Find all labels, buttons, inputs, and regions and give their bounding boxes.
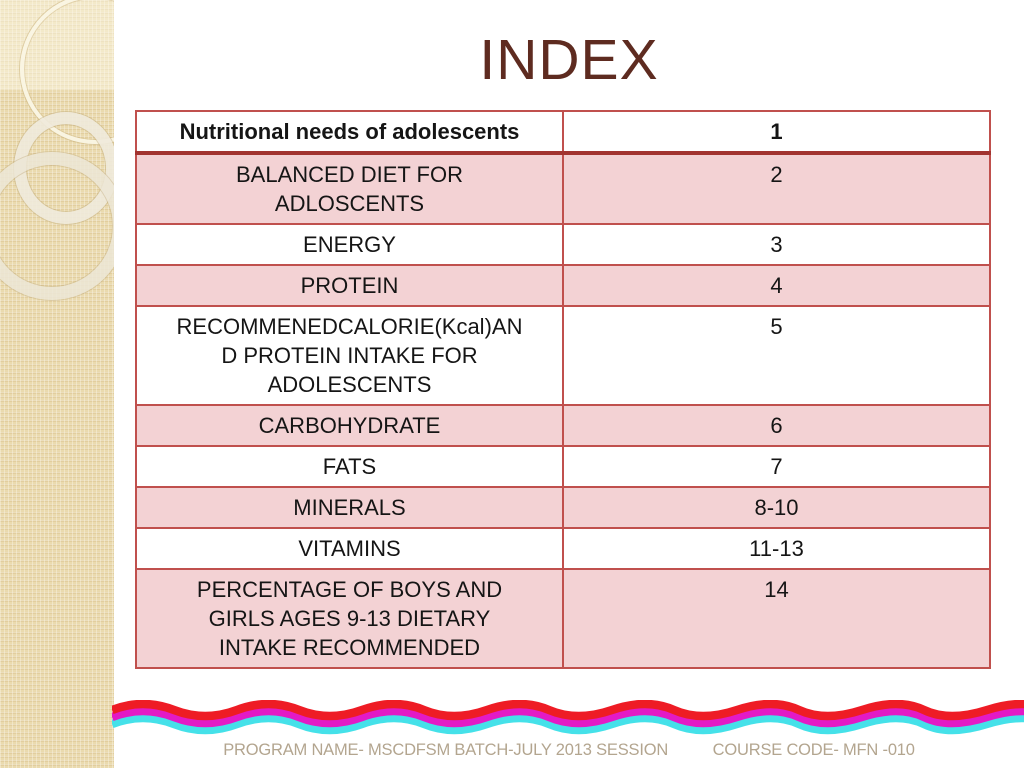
index-table-body: Nutritional needs of adolescents 1 BALANCE… xyxy=(135,110,991,669)
page-cell: 4 xyxy=(562,264,991,307)
topic-cell: ENERGY xyxy=(135,223,564,266)
circle-decoration xyxy=(0,152,114,300)
topic-cell: VITAMINS xyxy=(135,527,564,570)
topic-text: VITAMINS xyxy=(298,536,401,561)
page-cell: 6 xyxy=(562,404,991,447)
table-row: VITAMINS 11-13 xyxy=(135,527,991,570)
page-cell: 5 xyxy=(562,305,991,406)
page-cell: 3 xyxy=(562,223,991,266)
table-row: MINERALS 8-10 xyxy=(135,486,991,529)
decorative-sidebar xyxy=(0,0,114,768)
page-cell: 11-13 xyxy=(562,527,991,570)
index-table: Nutritional needs of adolescents 1 BALANCE… xyxy=(135,110,991,669)
topic-cell: CARBOHYDRATE xyxy=(135,404,564,447)
page-cell: 1 xyxy=(562,110,991,155)
topic-cell: RECOMMENEDCALORIE(Kcal)AND PROTEIN INTAK… xyxy=(135,305,564,406)
topic-cell: MINERALS xyxy=(135,486,564,529)
topic-text: PROTEIN xyxy=(300,273,399,298)
table-row: CARBOHYDRATE 6 xyxy=(135,404,991,447)
topic-text: BALANCED DIET FOR ADLOSCENTS xyxy=(236,162,463,216)
topic-text: RECOMMENEDCALORIE(Kcal)AND PROTEIN INTAK… xyxy=(176,314,523,397)
slide-footer: PROGRAM NAME- MSCDFSM BATCH-JULY 2013 SE… xyxy=(128,740,1011,760)
topic-cell: PROTEIN xyxy=(135,264,564,307)
page-cell: 2 xyxy=(562,152,991,225)
table-row: PROTEIN 4 xyxy=(135,264,991,307)
footer-course-text: COURSE CODE- MFN -010 xyxy=(712,740,915,759)
table-row: Nutritional needs of adolescents 1 xyxy=(135,110,991,155)
topic-text: ENERGY xyxy=(303,232,396,257)
topic-cell: BALANCED DIET FOR ADLOSCENTS xyxy=(135,152,564,225)
wave-divider xyxy=(112,700,1024,740)
topic-text: MINERALS xyxy=(293,495,406,520)
page-cell: 8-10 xyxy=(562,486,991,529)
page-cell: 14 xyxy=(562,568,991,669)
table-row: BALANCED DIET FOR ADLOSCENTS 2 xyxy=(135,152,991,225)
slide-title: INDEX xyxy=(479,28,659,92)
topic-text: PERCENTAGE OF BOYS AND GIRLS AGES 9-13 D… xyxy=(196,577,503,660)
footer-program-text: PROGRAM NAME- MSCDFSM BATCH-JULY 2013 SE… xyxy=(223,740,669,759)
topic-text: FATS xyxy=(322,454,377,479)
topic-cell: FATS xyxy=(135,445,564,488)
topic-text: CARBOHYDRATE xyxy=(258,413,441,438)
page-cell: 7 xyxy=(562,445,991,488)
table-row: PERCENTAGE OF BOYS AND GIRLS AGES 9-13 D… xyxy=(135,568,991,669)
topic-text: Nutritional needs of adolescents xyxy=(179,119,520,144)
topic-cell: PERCENTAGE OF BOYS AND GIRLS AGES 9-13 D… xyxy=(135,568,564,669)
index-table-container: Nutritional needs of adolescents 1 BALANCE… xyxy=(135,110,991,669)
topic-cell: Nutritional needs of adolescents xyxy=(135,110,564,155)
table-row: ENERGY 3 xyxy=(135,223,991,266)
table-row: RECOMMENEDCALORIE(Kcal)AND PROTEIN INTAK… xyxy=(135,305,991,406)
table-row: FATS 7 xyxy=(135,445,991,488)
